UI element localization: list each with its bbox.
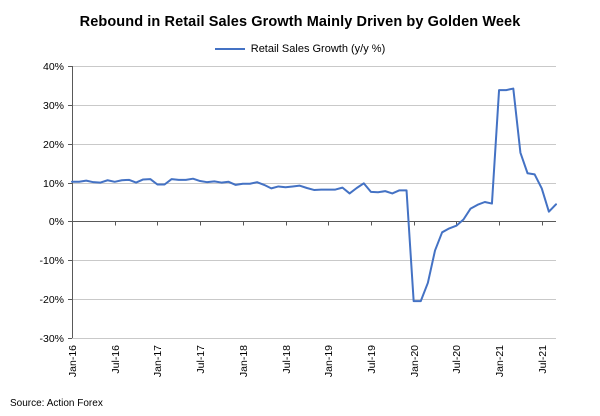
x-axis-label: Jul-18 (281, 345, 293, 374)
y-axis-label: 30% (43, 100, 64, 112)
retail-sales-line-chart: 40% 30% 20% 10% 0% -10% -20% -30%Jan-16 Jul-16 Ja… (39, 61, 557, 377)
y-axis-label: -30% (39, 333, 64, 345)
x-axis-label: Jul-20 (451, 345, 463, 374)
x-axis-label: Jul-19 (366, 345, 378, 374)
y-axis-label: 20% (43, 139, 64, 151)
y-axis-label: -20% (39, 294, 64, 306)
x-axis-label: Jul-21 (537, 345, 549, 374)
legend-label: Retail Sales Growth (y/y %) (250, 43, 386, 55)
x-axis-label: Jan-18 (238, 345, 250, 377)
chart-title: Rebound in Retail Sales Growth Mainly Dr… (79, 14, 521, 30)
y-axis-label: 0% (49, 216, 64, 228)
y-axis-label: 40% (43, 61, 64, 73)
source-note: Source: Action Forex (10, 398, 103, 409)
x-axis-label: Jul-17 (195, 345, 207, 374)
legend: Retail Sales Growth (y/y %) (0, 42, 600, 56)
x-axis-label: Jul-16 (110, 345, 122, 374)
y-axis-label: -10% (39, 255, 64, 267)
series-retail-sales-growth (71, 87, 557, 303)
x-axis-label: Jan-19 (323, 345, 335, 377)
y-axis-label: 10% (43, 178, 64, 190)
x-axis-label: Jan-16 (67, 345, 79, 377)
legend-line-sample (214, 48, 245, 50)
x-axis-label: Jan-20 (409, 345, 421, 377)
x-axis-label: Jan-17 (152, 345, 164, 377)
x-axis-label: Jan-21 (494, 345, 506, 377)
